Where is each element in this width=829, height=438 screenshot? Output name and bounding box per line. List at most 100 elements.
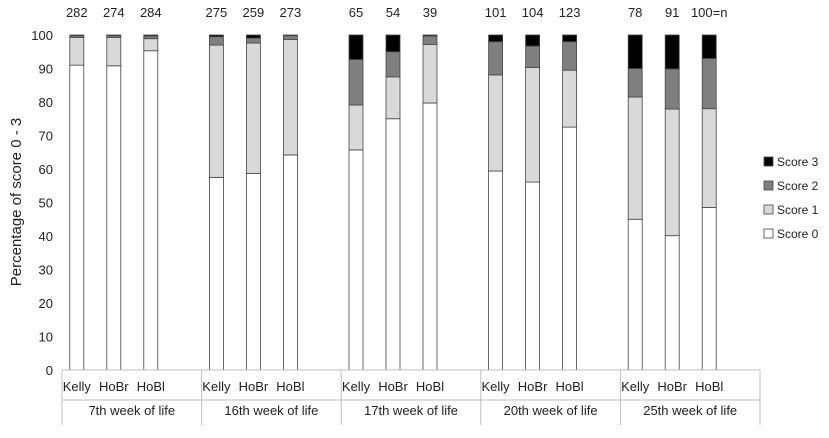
bar-segment-3-hobl-score0 (562, 126, 577, 371)
y-tick-label-0: 0 (46, 363, 53, 378)
n-label: 100=n (691, 5, 728, 20)
bar-segment-3-hobl-score1 (562, 69, 577, 128)
n-label: 78 (628, 5, 642, 20)
bar-segment-2-kelly-score3 (348, 34, 364, 60)
n-label: 275 (206, 5, 228, 20)
n-label: 274 (103, 5, 125, 20)
category-label: Kelly (342, 379, 371, 394)
bars: 282 274 284 275 259 273 65 54 39 101 104 123 78 91 100… (66, 5, 728, 371)
x-axis: Kelly HoBr HoBl 7th week of life Kelly HoBr Ho… (61, 369, 761, 425)
bar-segment-2-hobl-score0 (422, 102, 438, 371)
category-label: HoBr (657, 379, 687, 394)
category-label: Kelly (63, 379, 92, 394)
bar-segment-3-hobr-score1 (525, 67, 540, 183)
bar-segment-1-kelly-score3 (208, 34, 224, 38)
category-label: HoBr (378, 379, 408, 394)
bar-segment-2-hobl-score1 (422, 43, 438, 104)
y-tick-label-10: 10 (39, 330, 53, 345)
y-axis: 0 10 20 30 40 50 60 70 80 90 100 (31, 28, 53, 378)
group-label: 20th week of life (504, 403, 598, 418)
group-label: 25th week of life (643, 403, 737, 418)
category-label: HoBl (416, 379, 444, 394)
n-label: 39 (423, 5, 437, 20)
category-label: Kelly (202, 379, 231, 394)
group-label: 7th week of life (88, 403, 175, 418)
legend-label-score2: Score 2 (777, 179, 819, 193)
y-tick-label-50: 50 (39, 196, 53, 211)
category-label: HoBl (276, 379, 304, 394)
bar-segment-4-hobl-score0 (701, 207, 717, 371)
bar-segment-1-hobl-score1 (282, 38, 298, 156)
legend-swatch-score3 (763, 156, 774, 167)
bar-segment-2-hobr-score1 (385, 76, 401, 120)
bar-segment-4-hobl-score2 (701, 58, 717, 110)
bar-segment-2-hobr-score3 (385, 34, 401, 53)
bar-segment-2-hobr-score2 (385, 51, 401, 78)
n-label: 91 (665, 5, 679, 20)
bar-segment-3-kelly-score3 (488, 34, 504, 43)
bar-segment-0-kelly-score3 (69, 34, 85, 37)
bar-segment-4-kelly-score2 (627, 68, 643, 98)
bar-segment-0-hobr-score3 (106, 34, 122, 37)
y-tick-label-90: 90 (39, 62, 53, 77)
bar-segment-3-hobl-score3 (562, 34, 577, 43)
bar-segment-2-hobl-score3 (422, 34, 438, 37)
bar-segment-3-hobl-score2 (562, 41, 577, 71)
category-label: HoBr (518, 379, 548, 394)
legend-label-score1: Score 1 (777, 203, 819, 217)
n-label: 123 (559, 5, 581, 20)
bar-segment-0-hobl-score3 (143, 34, 159, 37)
bar-segment-3-kelly-score2 (488, 41, 504, 76)
legend-swatch-score1 (763, 204, 774, 215)
bar-segment-3-hobr-score0 (525, 181, 540, 371)
bar-segment-3-kelly-score1 (488, 74, 504, 172)
bar-segment-2-hobl-score2 (422, 35, 438, 45)
y-tick-label-60: 60 (39, 162, 53, 177)
bar-segment-1-hobl-score0 (282, 154, 298, 371)
bar-segment-0-hobr-score0 (106, 65, 122, 371)
bar-segment-4-hobl-score1 (701, 108, 717, 208)
n-label: 284 (140, 5, 162, 20)
bar-segment-4-hobr-score1 (664, 108, 680, 237)
category-label: HoBl (137, 379, 165, 394)
bar-segment-3-hobr-score3 (525, 34, 540, 47)
category-label: HoBl (695, 379, 723, 394)
bar-segment-2-kelly-score0 (348, 149, 364, 371)
n-label: 104 (522, 5, 544, 20)
bar-segment-4-kelly-score0 (627, 218, 643, 371)
bar-segment-4-hobl-score3 (701, 34, 717, 59)
category-label: HoBr (99, 379, 129, 394)
bar-segment-2-kelly-score2 (348, 59, 364, 106)
bar-segment-1-hobr-score2 (245, 37, 261, 44)
legend-label-score3: Score 3 (777, 155, 819, 169)
bar-segment-0-kelly-score1 (69, 36, 85, 66)
bar-segment-1-kelly-score2 (208, 36, 224, 46)
y-tick-label-70: 70 (39, 129, 53, 144)
category-label: HoBl (556, 379, 584, 394)
category-label: HoBr (239, 379, 269, 394)
n-label: 65 (349, 5, 363, 20)
bar-segment-3-kelly-score0 (488, 170, 504, 371)
bar-segment-4-kelly-score3 (627, 34, 643, 69)
bar-segment-1-hobr-score0 (245, 172, 261, 371)
legend-label-score0: Score 0 (777, 227, 819, 241)
bar-segment-4-hobr-score2 (664, 68, 680, 110)
legend-swatch-score2 (763, 180, 774, 191)
bar-segment-4-hobr-score0 (664, 235, 680, 371)
y-tick-label-40: 40 (39, 229, 53, 244)
group-label: 16th week of life (224, 403, 318, 418)
bar-segment-4-kelly-score1 (627, 96, 643, 220)
bar-segment-1-kelly-score0 (208, 176, 224, 371)
bar-segment-2-hobr-score0 (385, 118, 401, 371)
bar-segment-1-hobl-score2 (282, 35, 298, 40)
y-axis-label: Percentage of score 0 - 3 (8, 118, 25, 286)
legend-swatch-score0 (763, 228, 774, 239)
y-tick-label-80: 80 (39, 95, 53, 110)
category-label: Kelly (482, 379, 511, 394)
y-tick-label-30: 30 (39, 263, 53, 278)
group-label: 17th week of life (364, 403, 458, 418)
bar-segment-0-hobl-score0 (143, 50, 159, 371)
n-label: 101 (485, 5, 507, 20)
bar-segment-1-hobr-score3 (245, 34, 261, 39)
